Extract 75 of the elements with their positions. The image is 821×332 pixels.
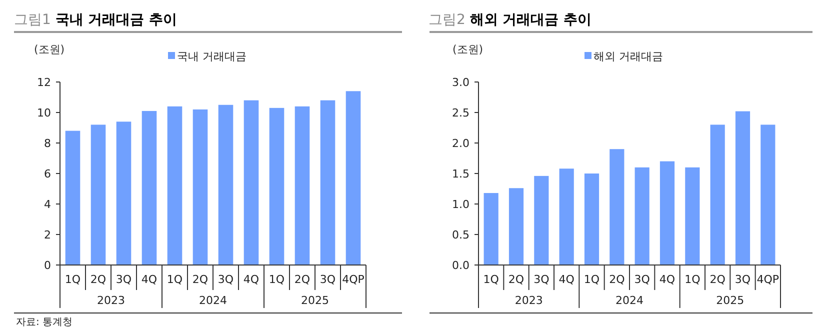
x-tick-label: 4Q <box>243 273 260 286</box>
y-axis-title: (조원) <box>34 43 65 56</box>
chart-title: 그림1 국내 거래대금 추이 <box>14 12 178 28</box>
bar <box>192 109 208 265</box>
bar <box>320 100 336 265</box>
text: 2024 <box>199 294 227 307</box>
y-tick-label: 10 <box>37 106 51 120</box>
text: 2023 <box>514 294 543 307</box>
x-tick-label: 4Q <box>558 273 575 286</box>
y-tick-label: 1.5 <box>452 168 470 180</box>
text: 2025 <box>301 294 329 307</box>
x-tick-label: 1Q <box>684 273 701 286</box>
x-tick-label: 1Q <box>166 273 183 286</box>
y-tick-label: 0.5 <box>452 228 470 242</box>
bar <box>65 130 80 265</box>
x-tick-label: 1Q <box>64 273 81 286</box>
bar <box>610 149 624 265</box>
legend: 해외 거래대금 <box>584 50 663 63</box>
x-tick-label: 2Q <box>710 273 726 286</box>
bar <box>116 122 132 265</box>
bar <box>735 111 750 265</box>
x-tick-label: 4QP <box>342 273 365 286</box>
x-tick-label: 3Q <box>320 273 336 286</box>
x-tick-label: 2Q <box>90 273 106 286</box>
bar <box>294 106 310 265</box>
y-tick-label: 12 <box>37 76 51 89</box>
bar <box>244 100 259 265</box>
x-tick-label: 4QP <box>756 273 780 286</box>
text: 2023 <box>97 294 125 307</box>
x-tick-label: 1Q <box>268 273 285 286</box>
y-tick-label: 4 <box>44 198 51 211</box>
y-tick-label: 0 <box>44 259 51 272</box>
x-tick-label: 2Q <box>192 273 208 286</box>
x-tick-label: 2Q <box>508 273 524 286</box>
x-tick-label: 3Q <box>534 273 550 286</box>
y-tick-label: 2.5 <box>452 106 470 120</box>
bar <box>634 167 650 265</box>
bar <box>710 124 725 265</box>
bar <box>534 176 549 265</box>
bar <box>508 188 524 265</box>
legend: 국내 거래대금 <box>168 50 246 63</box>
x-tick-label: 2Q <box>294 273 310 286</box>
x-tick-label: 1Q <box>584 273 600 286</box>
bar <box>584 174 600 265</box>
bar <box>142 110 157 265</box>
bar <box>90 124 106 265</box>
y-tick-label: 2 <box>44 228 51 242</box>
bar <box>218 104 234 265</box>
y-tick-label: 0.0 <box>452 259 470 272</box>
x-tick-label: 4Q <box>659 273 676 286</box>
x-tick-label: 3Q <box>734 273 751 286</box>
bar <box>559 168 574 265</box>
chart-title: 그림2 해외 거래대금 추이 <box>428 12 592 28</box>
text: 2025 <box>716 294 744 307</box>
x-tick-label: 3Q <box>634 273 650 286</box>
x-tick-label: 1Q <box>483 273 500 286</box>
x-tick-label: 4Q <box>141 273 158 286</box>
bar <box>269 108 284 265</box>
y-tick-label: 3.0 <box>452 76 470 89</box>
text: 2024 <box>616 294 644 307</box>
y-tick-label: 2.0 <box>452 137 470 150</box>
y-tick-label: 6 <box>44 168 51 180</box>
y-tick-label: 1.0 <box>452 198 470 211</box>
bar <box>660 161 675 265</box>
text: 자료: 통계청 <box>16 317 73 328</box>
x-tick-label: 3Q <box>218 273 234 286</box>
bar <box>346 91 361 265</box>
x-tick-label: 3Q <box>116 273 132 286</box>
x-tick-label: 2Q <box>609 273 626 286</box>
bar <box>167 106 182 265</box>
bar <box>760 124 776 265</box>
y-tick-label: 8 <box>44 137 51 150</box>
bar <box>484 193 498 265</box>
y-axis-title: (조원) <box>452 43 484 56</box>
bar <box>685 167 700 265</box>
